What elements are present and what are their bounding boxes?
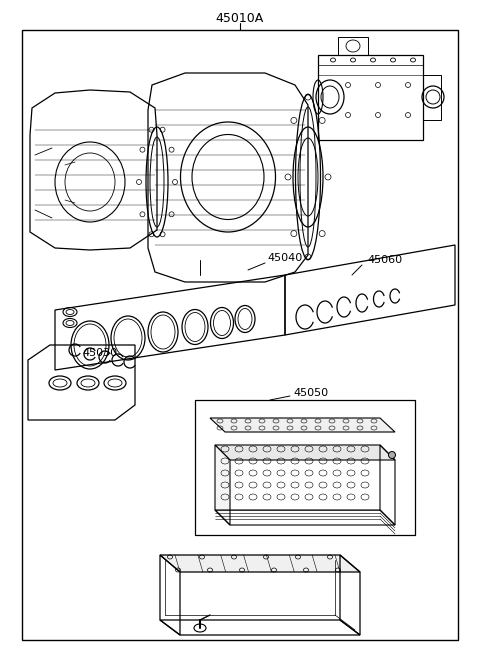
- Text: 45040: 45040: [267, 253, 302, 263]
- Text: 45010A: 45010A: [216, 12, 264, 24]
- Bar: [423, 75, 441, 120]
- Text: 45050: 45050: [293, 388, 328, 398]
- Polygon shape: [215, 445, 395, 460]
- Bar: [338, 37, 368, 55]
- Bar: [195, 400, 415, 535]
- Text: 45060: 45060: [367, 255, 402, 265]
- Polygon shape: [215, 445, 230, 525]
- Polygon shape: [210, 418, 395, 432]
- Polygon shape: [160, 555, 360, 572]
- Text: 45030: 45030: [82, 348, 117, 358]
- Ellipse shape: [388, 451, 396, 459]
- Bar: [318, 55, 423, 140]
